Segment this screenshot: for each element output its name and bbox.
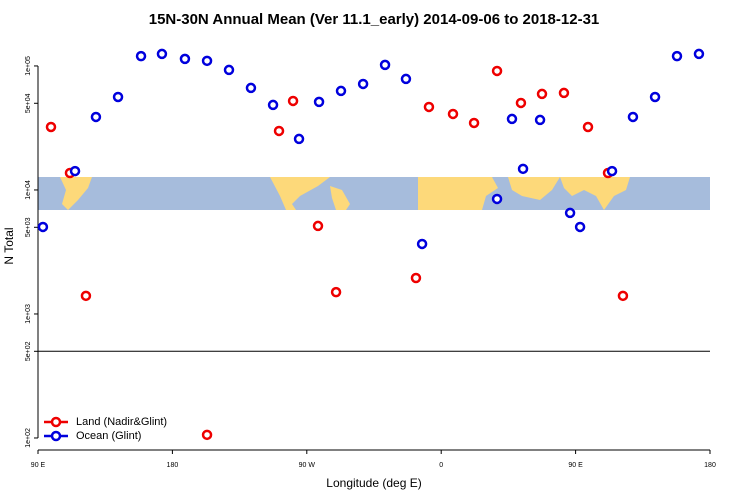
data-point — [179, 53, 191, 65]
data-point — [335, 85, 347, 97]
data-point — [90, 111, 102, 123]
data-point — [468, 117, 480, 129]
data-point — [223, 64, 235, 76]
data-point — [447, 108, 459, 120]
data-point — [649, 91, 661, 103]
data-point — [245, 82, 257, 94]
map-land — [330, 186, 350, 210]
data-point — [606, 165, 618, 177]
data-point — [564, 207, 576, 219]
data-point — [156, 48, 168, 60]
y-tick-label: 1e+04 — [25, 180, 32, 200]
legend-marker — [50, 430, 62, 442]
data-point — [135, 50, 147, 62]
y-tick-label: 5e+02 — [25, 341, 32, 361]
data-point — [357, 78, 369, 90]
data-point — [574, 221, 586, 233]
data-point — [37, 221, 49, 233]
map-land — [418, 177, 498, 210]
data-point — [45, 121, 57, 133]
data-point — [536, 88, 548, 100]
data-point — [693, 48, 705, 60]
data-point — [617, 290, 629, 302]
x-tick-label: 90 E — [31, 462, 46, 469]
x-tick-label: 90 E — [568, 462, 583, 469]
y-tick-label: 1e+03 — [25, 304, 32, 324]
data-point — [491, 193, 503, 205]
data-point — [69, 165, 81, 177]
data-point — [515, 97, 527, 109]
x-tick-label: 180 — [704, 462, 716, 469]
data-point — [558, 87, 570, 99]
data-point — [416, 238, 428, 250]
data-point — [491, 65, 503, 77]
chart-title: 15N-30N Annual Mean (Ver 11.1_early) 201… — [149, 11, 600, 28]
data-point — [287, 95, 299, 107]
data-point — [201, 55, 213, 67]
y-tick-label: 5e+03 — [25, 217, 32, 237]
data-point — [273, 125, 285, 137]
map-land — [508, 177, 560, 200]
legend-label: Ocean (Glint) — [76, 430, 141, 442]
data-point — [423, 101, 435, 113]
data-point — [379, 59, 391, 71]
map-land — [270, 177, 330, 210]
world-map-strip — [38, 177, 710, 210]
y-tick-label: 5e+04 — [25, 93, 32, 113]
data-point — [112, 91, 124, 103]
map-land — [560, 177, 630, 210]
data-point — [201, 429, 213, 441]
data-point — [410, 272, 422, 284]
data-point — [534, 114, 546, 126]
data-point — [312, 220, 324, 232]
data-point — [517, 163, 529, 175]
data-point — [627, 111, 639, 123]
data-point — [400, 73, 412, 85]
data-point — [80, 290, 92, 302]
legend-marker — [50, 416, 62, 428]
x-tick-label: 0 — [439, 462, 443, 469]
x-tick-label: 180 — [167, 462, 179, 469]
data-point — [330, 286, 342, 298]
y-tick-label: 1e+02 — [25, 428, 32, 448]
data-point — [506, 113, 518, 125]
data-point — [582, 121, 594, 133]
y-tick-label: 1e+05 — [25, 56, 32, 76]
y-axis-label: N Total — [2, 227, 16, 264]
x-axis-label: Longitude (deg E) — [326, 476, 421, 490]
legend-label: Land (Nadir&Glint) — [76, 416, 167, 428]
data-point — [313, 96, 325, 108]
data-point — [293, 133, 305, 145]
data-point — [671, 50, 683, 62]
x-tick-label: 90 W — [299, 462, 316, 469]
data-point — [267, 99, 279, 111]
map-land — [60, 177, 92, 210]
